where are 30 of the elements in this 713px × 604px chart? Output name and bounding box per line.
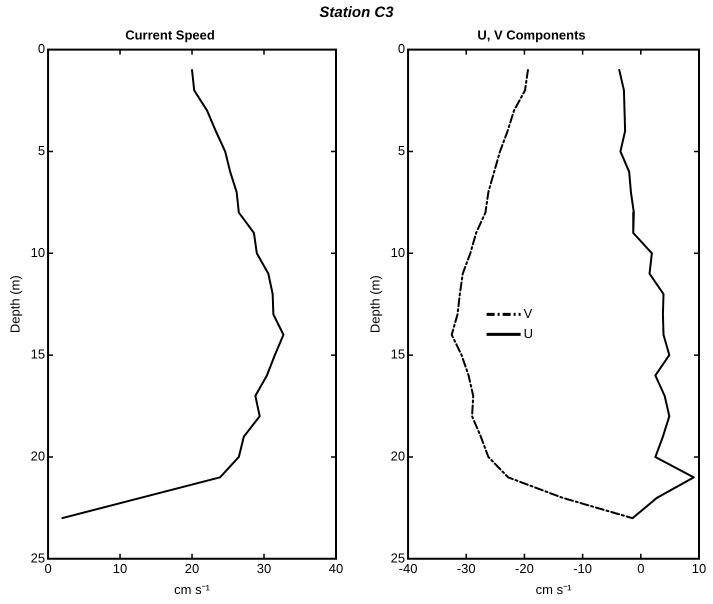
y-tick-label: 15 <box>390 346 406 362</box>
chart-subtitle: Current Speed <box>125 27 215 42</box>
y-tick-label: 0 <box>38 41 46 56</box>
chart-title: Station C3 <box>318 4 395 21</box>
x-tick-label: 10 <box>112 561 128 576</box>
x-tick-label: 30 <box>256 561 272 576</box>
y-tick-label: 20 <box>30 448 46 464</box>
x-tick-label: -30 <box>456 561 476 576</box>
legend-label: U <box>524 326 534 341</box>
chart-title: U, V Components <box>477 27 586 42</box>
y-tick-label: 0 <box>398 41 406 56</box>
y-tick-label: 10 <box>390 244 406 260</box>
y-tick-label: 15 <box>30 346 46 362</box>
y-tick-label: 25 <box>390 550 406 566</box>
y-axis-title: Depth (m) <box>367 275 382 334</box>
y-axis-title: Depth (m) <box>7 275 22 334</box>
x-tick-label: 0 <box>637 561 644 576</box>
y-tick-label: 25 <box>30 550 46 566</box>
x-tick-label: 40 <box>328 561 344 576</box>
x-tick-label: -20 <box>515 561 534 576</box>
x-axis-title: cm s⁻¹ <box>174 582 211 597</box>
y-tick-label: 5 <box>38 143 46 158</box>
x-tick-label: -10 <box>573 561 592 576</box>
x-axis-title: cm s⁻¹ <box>536 582 572 597</box>
x-tick-label: 20 <box>184 561 200 576</box>
legend-label: V <box>524 306 533 321</box>
y-tick-label: 10 <box>30 244 46 260</box>
x-tick-label: 10 <box>692 561 706 576</box>
y-tick-label: 5 <box>398 143 406 158</box>
y-tick-label: 20 <box>390 448 406 464</box>
